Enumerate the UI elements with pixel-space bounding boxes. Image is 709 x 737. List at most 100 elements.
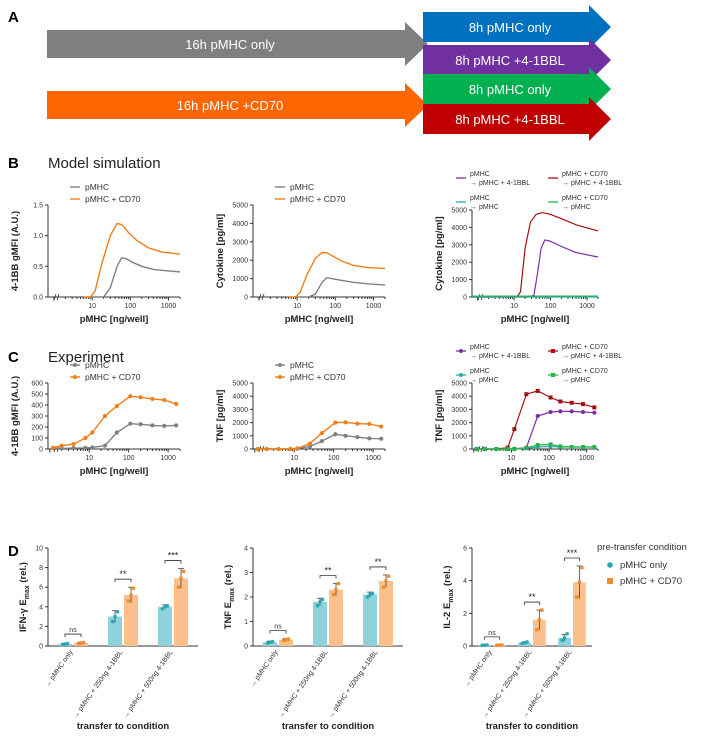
significance-bracket (64, 633, 82, 638)
y-tick-label: 1000 (451, 433, 467, 440)
y-tick-label: 6 (39, 585, 43, 592)
y-axis-title: 4-1BB gMFI (A.U.) (10, 376, 21, 456)
legend-label-line1: pMHC (470, 195, 490, 202)
legend-label-line1: pMHC (470, 171, 490, 178)
legend-label-line1: pMHC + CD70 (562, 344, 608, 351)
replicate-point (126, 599, 131, 603)
x-category-label: → pMHC only (463, 649, 494, 689)
y-tick-label: 6 (463, 546, 467, 553)
data-point (367, 421, 372, 427)
replicate-point (580, 565, 584, 570)
significance-bracket (114, 578, 132, 583)
bar (379, 581, 393, 646)
arrow-16h-pmhc-only (47, 22, 428, 66)
data-point (580, 409, 586, 415)
chart-b2-model-cytokine: 0 1000 2000 3000 4000 5000 10 100 1000 pMHC [ng/w… (215, 182, 386, 325)
y-tick-label: 1.0 (33, 233, 43, 240)
bar (329, 589, 343, 646)
y-tick-label: 500 (31, 392, 43, 399)
data-point (343, 433, 348, 438)
data-point (535, 443, 540, 448)
replicate-point (535, 627, 539, 632)
y-tick-label: 0 (39, 644, 43, 651)
x-tick-label: 1000 (579, 455, 595, 462)
y-tick-label: 1000 (451, 277, 467, 284)
x-axis-title: pMHC [ng/well] (285, 466, 354, 477)
x-tick-label: 10 (290, 455, 298, 462)
y-axis-title: Cytokine [pg/ml] (215, 214, 226, 288)
y-tick-label: 0 (244, 644, 248, 651)
x-tick-label: 10 (507, 455, 515, 462)
y-tick-label: 2000 (232, 258, 248, 265)
data-point (333, 420, 338, 425)
replicate-point (525, 640, 529, 644)
data-point (558, 444, 563, 449)
x-tick-label: 100 (124, 303, 136, 310)
x-tick-label: 1000 (366, 303, 382, 310)
replicate-point (381, 585, 386, 589)
series-line (472, 239, 599, 298)
data-point (483, 447, 488, 451)
replicate-point (318, 600, 322, 604)
data-point (569, 400, 574, 405)
significance-bracket (524, 601, 540, 606)
arrow-8h-pmhc-41bbl-red (423, 97, 611, 141)
data-point (71, 446, 76, 451)
replicate-point (495, 643, 499, 648)
legend-label-line2: → pMHC + 4-1BBL (562, 353, 622, 360)
data-point (524, 392, 529, 397)
series-line (476, 410, 595, 450)
x-tick-label: 10 (510, 303, 518, 310)
data-point (355, 435, 360, 440)
legend-marker (551, 373, 555, 377)
replicate-point (115, 609, 120, 614)
y-tick-label: 3 (244, 570, 248, 577)
y-tick-label: 0 (244, 295, 248, 302)
data-point (524, 445, 529, 450)
arrow-8h-pmhc-only-blue (423, 5, 611, 49)
y-tick-label: 2000 (232, 420, 248, 427)
data-point (102, 413, 108, 419)
replicate-point (320, 597, 325, 602)
legend-label-pmhc-only: pMHC only (620, 560, 667, 571)
arrow-8h-pmhc-only-green (423, 67, 611, 111)
significance-label: ns (274, 624, 282, 631)
panel-b-letter: B (8, 155, 19, 172)
data-point (295, 446, 300, 451)
significance-label: ** (528, 592, 536, 602)
data-point (71, 441, 76, 447)
y-tick-label: 3000 (232, 407, 248, 414)
legend-label-line2: → pMHC + 4-1BBL (470, 180, 530, 187)
panel-d-legend: pre-transfer condition pMHC only pMHC + … (597, 542, 687, 587)
y-tick-label: 0 (463, 447, 467, 454)
replicate-point (65, 641, 70, 646)
replicate-point (131, 586, 136, 590)
y-tick-label: 2 (39, 624, 43, 631)
legend-label-line1: pMHC (470, 344, 490, 351)
legend-label-line2: → pMHC (562, 204, 591, 211)
replicate-point (336, 581, 341, 586)
x-tick-label: 10 (293, 303, 301, 310)
data-point (114, 404, 119, 409)
x-tick-label: 1000 (365, 455, 381, 462)
chart-c2-exp-tnf: 0 1000 2000 3000 4000 5000 10 100 1000 pMHC [ng/w… (215, 360, 386, 477)
x-category-label: → pMHC + 500ng 4-1BBL (327, 649, 380, 720)
legend-marker (459, 373, 463, 377)
data-point (592, 445, 597, 450)
x-tick-label: 100 (545, 303, 557, 310)
data-point (162, 423, 167, 428)
data-point (319, 438, 324, 444)
y-tick-label: 4 (39, 604, 43, 611)
x-tick-label: 100 (328, 455, 340, 462)
x-tick-label: 1000 (161, 303, 177, 310)
significance-label: ns (69, 627, 77, 634)
chart-b1-model-41bb: 0.0 0.5 1.0 1.5 10 100 1000 pMHC [ng/well] 4-1BB… (10, 182, 181, 325)
data-point (83, 435, 88, 441)
bar (313, 601, 327, 646)
replicate-point (497, 643, 502, 647)
y-tick-label: 0.5 (33, 264, 43, 271)
y-axis-title: TNF [pg/ml] (215, 390, 226, 443)
legend-marker (459, 349, 463, 353)
y-tick-label: 0.0 (33, 295, 43, 302)
replicate-point (540, 608, 544, 612)
